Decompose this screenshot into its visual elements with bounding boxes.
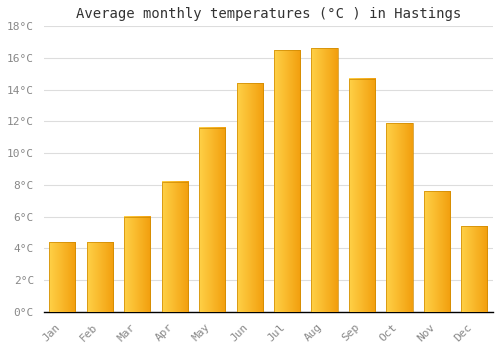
Bar (86, 242, 113, 312)
Bar (461, 226, 487, 312)
Title: Average monthly temperatures (°C ) in Hastings: Average monthly temperatures (°C ) in Ha… (76, 7, 461, 21)
Bar (236, 83, 262, 312)
Bar (386, 123, 412, 312)
Bar (162, 182, 188, 312)
Bar (50, 242, 76, 312)
Bar (274, 50, 300, 312)
Bar (349, 79, 375, 312)
Bar (312, 49, 338, 312)
Bar (124, 217, 150, 312)
Bar (424, 191, 450, 312)
Bar (199, 128, 226, 312)
